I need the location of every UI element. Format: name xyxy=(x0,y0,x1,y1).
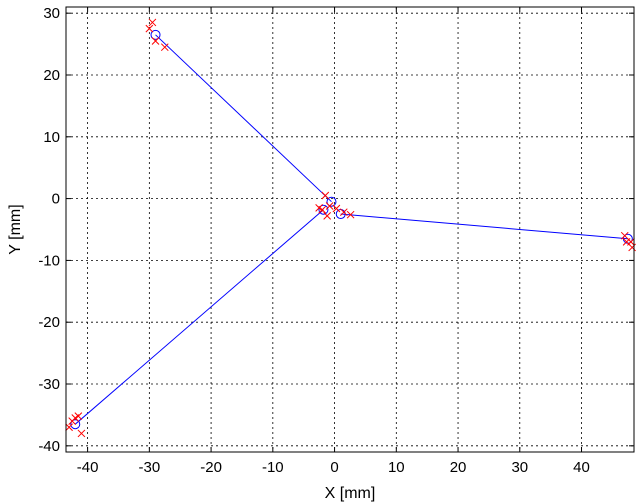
series-line-segment xyxy=(74,209,324,425)
y-tick-label: 10 xyxy=(43,129,60,146)
x-tick-label: -40 xyxy=(77,459,99,476)
cross-marker xyxy=(346,210,355,219)
cross-marker xyxy=(628,243,637,252)
x-tick-label: 20 xyxy=(450,459,467,476)
cross-marker xyxy=(620,231,629,240)
y-tick-label: -30 xyxy=(38,376,60,393)
cross-marker xyxy=(74,412,83,421)
line-series xyxy=(74,34,628,425)
cross-marker xyxy=(160,43,169,52)
y-tick-label: 20 xyxy=(43,67,60,84)
y-tick-label: -40 xyxy=(38,438,60,455)
series-line-segment xyxy=(340,213,628,240)
cross-marker xyxy=(318,205,327,214)
x-tick-label: 40 xyxy=(573,459,590,476)
cross-marker xyxy=(65,423,73,432)
axes-box xyxy=(65,6,635,453)
y-tick-label: 30 xyxy=(43,5,60,22)
series-line-segment xyxy=(155,34,332,203)
x-tick-label: 0 xyxy=(330,459,338,476)
cross-markers xyxy=(65,18,637,438)
y-tick-label: -10 xyxy=(38,252,60,269)
x-tick-label: 10 xyxy=(388,459,405,476)
ticks: -40 -30 -20 -10 0 10 20 30 40 -40 -30 -20 -10 0 10 20 30 xyxy=(38,5,634,476)
cross-marker xyxy=(151,37,160,45)
x-tick-label: 30 xyxy=(511,459,528,476)
x-tick-label: -30 xyxy=(139,459,161,476)
cross-marker xyxy=(77,429,86,438)
cross-marker xyxy=(325,202,334,210)
y-tick-label: 0 xyxy=(52,191,60,208)
circle-marker xyxy=(326,196,337,207)
cross-marker xyxy=(339,208,348,217)
x-axis-label: X [mm] xyxy=(325,485,376,502)
y-tick-label: -20 xyxy=(38,314,60,331)
cross-marker xyxy=(321,191,330,200)
cross-marker xyxy=(148,18,157,27)
x-tick-label: -10 xyxy=(262,459,284,476)
cross-marker xyxy=(323,212,332,220)
cross-marker xyxy=(145,24,154,33)
grid xyxy=(66,7,634,452)
x-tick-label: -20 xyxy=(200,459,222,476)
circle-marker xyxy=(150,29,161,40)
circle-marker xyxy=(318,204,329,215)
circle-markers xyxy=(70,29,633,430)
y-axis-label: Y [mm] xyxy=(7,204,24,254)
cross-marker xyxy=(332,204,341,213)
